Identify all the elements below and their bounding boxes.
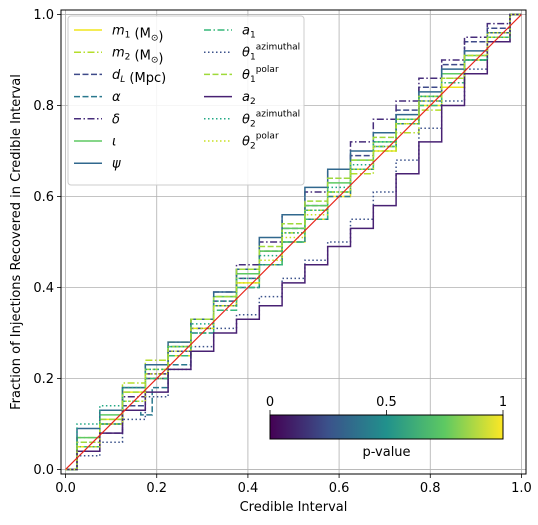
legend-label: ι — [112, 135, 116, 150]
y-tick-label: 0.8 — [33, 99, 54, 114]
legend-label: m1 (M⊙) — [112, 24, 163, 45]
y-tick-label: 1.0 — [33, 8, 54, 23]
legend-label: θ1azimuthal — [242, 43, 300, 63]
series-line — [65, 13, 522, 471]
legend-label: a2 — [242, 90, 256, 107]
legend-label: θ1polar — [242, 65, 279, 85]
x-tick-label: 0.4 — [238, 481, 259, 496]
x-tick-label: 0.6 — [329, 481, 350, 496]
y-tick-label: 0.4 — [33, 281, 54, 296]
colorbar-tick-label: 1 — [499, 395, 507, 410]
series-line — [65, 13, 522, 471]
plot-frame — [60, 9, 527, 475]
calibration-curves — [65, 13, 522, 471]
legend-box — [67, 15, 305, 186]
legend-label: dL (Mpc) — [112, 68, 166, 86]
y-tick-label: 0.0 — [33, 463, 54, 478]
legend-label: δ — [112, 112, 120, 127]
colorbar-tick-label: 0 — [266, 395, 274, 410]
x-tick-label: 1.0 — [511, 481, 532, 496]
x-tick-label: 0.0 — [55, 481, 76, 496]
pvalue-colorbar: 0 0.5 1 p-value — [266, 395, 507, 460]
legend-label: m2 (M⊙) — [112, 46, 163, 67]
legend-label: θ2polar — [242, 132, 279, 152]
legend-label: ψ — [112, 157, 121, 172]
colorbar-gradient — [269, 414, 504, 440]
colorbar-label: p-value — [362, 445, 410, 460]
x-tick-label: 0.8 — [420, 481, 441, 496]
reference-diagonal — [65, 14, 522, 470]
axis-ticks: 0.0 0.2 0.4 0.6 0.8 1.0 0.0 0.2 0.4 0.6 0.8 1.0 — [33, 8, 531, 496]
x-tick-label: 0.2 — [146, 481, 167, 496]
y-tick-label: 0.6 — [33, 190, 54, 205]
legend-label: α — [112, 90, 121, 105]
legend-label: a1 — [242, 24, 256, 41]
y-axis-label: Fraction of Injections Recovered in Cred… — [9, 74, 24, 410]
y-tick-label: 0.2 — [33, 372, 54, 387]
legend: m1 (M⊙)m2 (M⊙)dL (Mpc)αδιψa1θ1azimuthalθ… — [67, 15, 305, 186]
legend-label: θ2azimuthal — [242, 109, 300, 129]
colorbar-tick-label: 0.5 — [376, 395, 397, 410]
series-line — [65, 13, 522, 471]
x-axis-label: Credible Interval — [240, 500, 348, 515]
